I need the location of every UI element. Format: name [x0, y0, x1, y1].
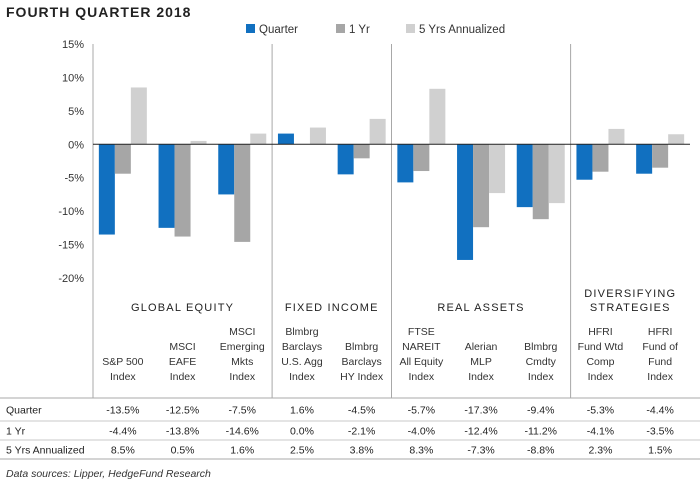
- y-tick-label: 0%: [68, 139, 84, 151]
- legend-swatch: [336, 24, 345, 33]
- bar: [516, 144, 533, 208]
- y-tick-label: -5%: [64, 173, 84, 185]
- legend-label: 1 Yr: [349, 24, 370, 36]
- bar: [548, 144, 565, 204]
- table-row-label: Quarter: [6, 405, 42, 417]
- table-cell: -13.5%: [106, 405, 139, 417]
- table-cell: 2.5%: [290, 445, 314, 457]
- table-cell: -4.0%: [408, 426, 435, 438]
- table-cell: -2.1%: [348, 426, 375, 438]
- bar: [489, 144, 506, 194]
- data-table: Quarter -13.5% -12.5% -7.5% 1.6% -4.5% -5.7% -1…: [0, 397, 700, 460]
- category-labels: GLOBAL EQUITY FIXED INCOME REAL ASSETS DIVE…: [102, 288, 678, 383]
- category-label: MSCI Emerging Mkts Index: [220, 326, 265, 383]
- legend-swatch: [246, 24, 255, 33]
- y-tick-label: -20%: [58, 273, 84, 285]
- category-label: Blmbrg Cmdty Index: [524, 341, 557, 383]
- group-label: GLOBAL EQUITY: [131, 302, 234, 314]
- category-label: MSCI EAFE Index: [169, 341, 196, 383]
- bar: [636, 144, 653, 174]
- table-cell: 1.6%: [230, 445, 254, 457]
- table-cell: -5.7%: [408, 405, 435, 417]
- category-label: S&P 500 Index: [102, 356, 143, 383]
- table-cell: -7.3%: [467, 445, 494, 457]
- table-cell: 1.6%: [290, 405, 314, 417]
- bar: [353, 144, 370, 159]
- category-label: HFRI Fund of Fund Index: [642, 326, 678, 383]
- bar: [98, 144, 115, 235]
- table-cell: -5.3%: [587, 405, 614, 417]
- category-label: FTSE NAREIT All Equity Index: [399, 326, 444, 383]
- table-cell: -3.5%: [646, 426, 673, 438]
- table-cell: -4.4%: [646, 405, 673, 417]
- table-cell: -4.4%: [109, 426, 136, 438]
- bar: [413, 144, 430, 172]
- table-cell: -4.5%: [348, 405, 375, 417]
- plot-area: 15% 10% 5% 0% -5% -10% -15% -20%: [58, 39, 690, 398]
- table-cell: -13.8%: [166, 426, 199, 438]
- table-cell: 8.5%: [111, 445, 135, 457]
- category-label: Blmbrg Barclays HY Index: [340, 341, 384, 383]
- bar: [190, 140, 207, 145]
- bar: [234, 144, 251, 242]
- bar: [652, 144, 669, 168]
- legend-swatch: [406, 24, 415, 33]
- legend-label: Quarter: [259, 24, 298, 36]
- group-label: DIVERSIFYING STRATEGIES: [584, 288, 676, 314]
- table-cell: -9.4%: [527, 405, 554, 417]
- bar: [337, 144, 354, 175]
- bar: [608, 128, 625, 145]
- bar: [397, 144, 414, 183]
- bar: [158, 144, 175, 228]
- table-cell: -12.5%: [166, 405, 199, 417]
- table-cell: -7.5%: [229, 405, 256, 417]
- category-label: Blmbrg Barclays U.S. Agg Index: [281, 326, 323, 383]
- y-tick-label: -10%: [58, 206, 84, 218]
- table-cell: -11.2%: [525, 426, 558, 438]
- bar: [457, 144, 474, 260]
- table-cell: 3.8%: [350, 445, 374, 457]
- group-label: REAL ASSETS: [437, 302, 524, 314]
- bar: [369, 118, 386, 145]
- bar: [576, 144, 593, 180]
- category-label: HFRI Fund Wtd Comp Index: [578, 326, 624, 383]
- bar: [130, 87, 147, 145]
- table-cell: -8.8%: [527, 445, 554, 457]
- group-label: FIXED INCOME: [285, 302, 379, 314]
- table-cell: -14.6%: [226, 426, 259, 438]
- bar: [532, 144, 549, 220]
- y-tick-label: 15%: [62, 39, 84, 51]
- bar: [250, 133, 267, 145]
- table-cell: -12.4%: [464, 426, 497, 438]
- table-cell: -4.1%: [587, 426, 614, 438]
- category-label: Alerian MLP Index: [465, 341, 498, 383]
- bar: [429, 88, 446, 145]
- chart-title: FOURTH QUARTER 2018: [6, 4, 191, 20]
- legend: Quarter 1 Yr 5 Yrs Annualized: [246, 24, 505, 36]
- table-cell: -17.3%: [464, 405, 497, 417]
- bar: [277, 133, 294, 145]
- y-tick-label: -15%: [58, 240, 84, 252]
- table-cell: 2.3%: [588, 445, 612, 457]
- bar: [309, 127, 326, 145]
- table-row-label: 1 Yr: [6, 426, 26, 438]
- bar: [174, 144, 191, 237]
- table-cell: 0.0%: [290, 426, 314, 438]
- data-sources-note: Data sources: Lipper, HedgeFund Research: [6, 468, 211, 480]
- table-cell: 1.5%: [648, 445, 672, 457]
- table-row-label: 5 Yrs Annualized: [6, 445, 85, 457]
- table-cell: 8.3%: [409, 445, 433, 457]
- legend-label: 5 Yrs Annualized: [419, 24, 505, 36]
- bar: [473, 144, 490, 228]
- y-tick-label: 5%: [68, 106, 84, 118]
- bar: [218, 144, 235, 195]
- table-cell: 0.5%: [171, 445, 195, 457]
- bar: [592, 144, 609, 172]
- y-tick-label: 10%: [62, 72, 84, 84]
- bar: [114, 144, 131, 174]
- bar: [668, 134, 685, 145]
